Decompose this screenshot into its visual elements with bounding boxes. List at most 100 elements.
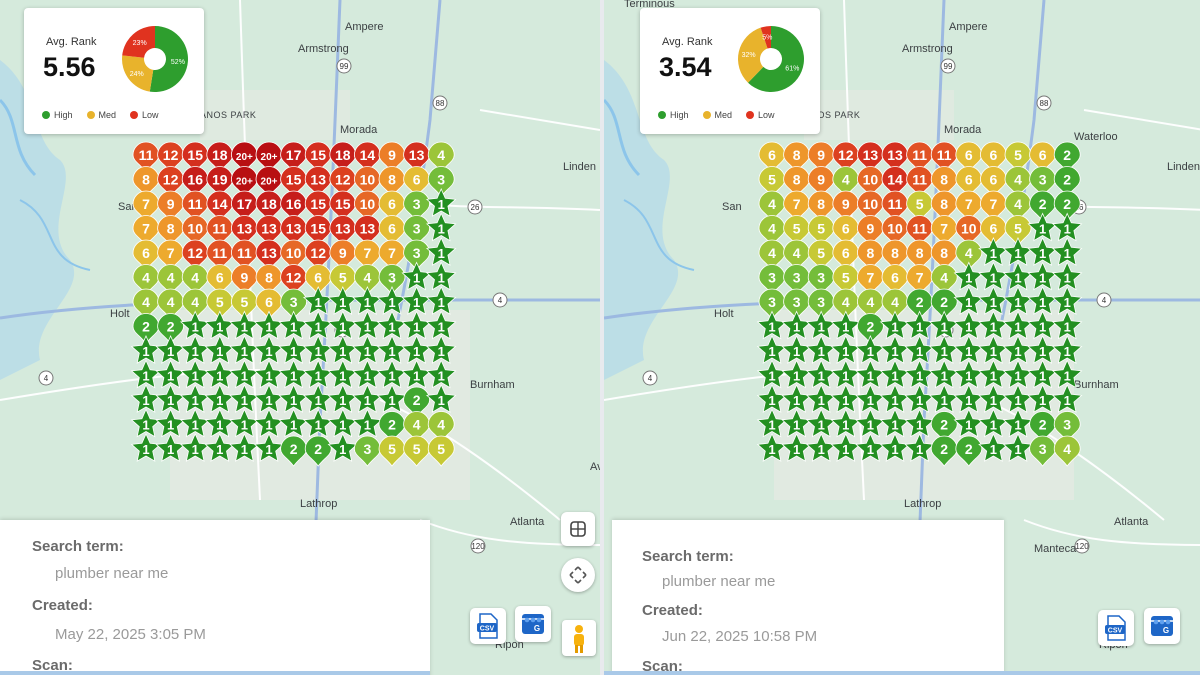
- rank-pin[interactable]: 14: [206, 190, 234, 222]
- rank-pin[interactable]: 2: [1053, 190, 1081, 222]
- rank-pin[interactable]: 12: [329, 166, 357, 198]
- rank-pin[interactable]: 1: [904, 408, 935, 438]
- rank-pin[interactable]: 15: [329, 190, 357, 222]
- rank-pin[interactable]: 2: [955, 435, 983, 467]
- rank-pin[interactable]: 2: [930, 411, 958, 443]
- rank-pin[interactable]: 3: [1053, 411, 1081, 443]
- rank-pin[interactable]: 1: [425, 212, 457, 242]
- rank-pin[interactable]: 3: [403, 215, 431, 247]
- rank-pin[interactable]: 1: [425, 310, 457, 340]
- rank-pin[interactable]: 1: [425, 261, 457, 291]
- rank-pin[interactable]: 2: [304, 435, 332, 467]
- rank-pin[interactable]: 3: [427, 166, 455, 198]
- rank-pin[interactable]: 1: [1051, 237, 1083, 266]
- street-view-button[interactable]: [562, 620, 596, 656]
- rank-pin[interactable]: 1: [425, 384, 457, 413]
- rank-pin[interactable]: 13: [403, 141, 431, 173]
- rank-pin[interactable]: 12: [832, 141, 860, 173]
- svg-text:13: 13: [237, 221, 253, 237]
- rank-pin[interactable]: 2: [1053, 141, 1081, 173]
- rank-pin[interactable]: 11: [881, 190, 909, 222]
- rank-pin[interactable]: 1: [1002, 408, 1034, 438]
- rank-pin[interactable]: 13: [255, 215, 283, 247]
- recenter-button[interactable]: [561, 558, 595, 592]
- rank-pin[interactable]: 13: [280, 215, 308, 247]
- rank-pin[interactable]: 11: [906, 141, 934, 173]
- rank-pin[interactable]: 1: [1051, 212, 1083, 242]
- rank-pin[interactable]: 11: [206, 215, 234, 247]
- rank-pin[interactable]: 12: [304, 239, 332, 271]
- rank-pin[interactable]: 1: [376, 384, 408, 413]
- rank-pin[interactable]: 1: [253, 433, 285, 462]
- rank-pin[interactable]: 2: [1053, 166, 1081, 198]
- rank-pin[interactable]: 1: [352, 408, 383, 438]
- donut-slice: [748, 26, 804, 92]
- rank-pin[interactable]: 1: [425, 286, 457, 315]
- rank-pin[interactable]: 18: [206, 141, 234, 173]
- rank-pin[interactable]: 11: [181, 190, 209, 222]
- rank-pin[interactable]: 17: [230, 190, 258, 222]
- rank-pin[interactable]: 1: [830, 310, 862, 340]
- rank-pin[interactable]: 2: [403, 386, 431, 418]
- rank-pin[interactable]: 4: [427, 411, 455, 443]
- rank-pin[interactable]: 15: [280, 166, 308, 198]
- rank-pin[interactable]: 18: [255, 190, 283, 222]
- rank-pin[interactable]: 10: [353, 166, 381, 198]
- rank-pin[interactable]: 1: [1051, 261, 1083, 291]
- rank-pin[interactable]: 4: [1053, 435, 1081, 467]
- rank-pin[interactable]: 3: [403, 239, 431, 271]
- rank-pin[interactable]: 5: [427, 435, 455, 467]
- rank-pin[interactable]: 11: [906, 215, 934, 247]
- rank-pin[interactable]: 4: [930, 264, 958, 296]
- rank-pin[interactable]: 1: [1002, 433, 1034, 462]
- rank-pin[interactable]: 2: [856, 313, 884, 345]
- rank-pin[interactable]: 13: [329, 215, 357, 247]
- rank-pin[interactable]: 15: [304, 215, 332, 247]
- rank-pin[interactable]: 1: [1051, 286, 1083, 315]
- rank-pin[interactable]: 1: [425, 237, 457, 266]
- rank-pin[interactable]: 12: [280, 264, 308, 296]
- rank-pin[interactable]: 1: [1051, 384, 1083, 413]
- rank-pin[interactable]: 1: [425, 359, 457, 389]
- rank-pin[interactable]: 10: [353, 190, 381, 222]
- rank-pin[interactable]: 12: [157, 141, 185, 173]
- export-csv-button[interactable]: CSV: [470, 608, 506, 644]
- export-gbp-button[interactable]: G: [515, 606, 551, 642]
- svg-text:3: 3: [413, 245, 421, 261]
- rank-pin[interactable]: 1: [327, 433, 359, 462]
- rank-pin[interactable]: 10: [856, 166, 884, 198]
- export-csv-button[interactable]: CSV: [1098, 610, 1134, 646]
- rank-pin[interactable]: 10: [955, 215, 983, 247]
- rank-pin[interactable]: 14: [881, 166, 909, 198]
- rank-pin[interactable]: 1: [425, 335, 457, 364]
- rank-pin[interactable]: 2: [930, 288, 958, 320]
- rank-pin[interactable]: 1: [1051, 335, 1083, 364]
- rank-pin[interactable]: 4: [427, 141, 455, 173]
- rank-pin[interactable]: 13: [856, 141, 884, 173]
- rank-pin[interactable]: 13: [304, 166, 332, 198]
- rank-pin[interactable]: 3: [280, 288, 308, 320]
- rank-pin[interactable]: 4: [955, 239, 983, 271]
- rank-pin[interactable]: 2: [157, 313, 185, 345]
- rank-pin[interactable]: 11: [206, 239, 234, 271]
- fullscreen-button[interactable]: [561, 512, 595, 546]
- rank-pin[interactable]: 10: [181, 215, 209, 247]
- rank-pin[interactable]: 5: [1004, 215, 1032, 247]
- rank-pin[interactable]: 1: [904, 433, 935, 462]
- rank-pin[interactable]: 15: [304, 190, 332, 222]
- rank-pin[interactable]: 12: [181, 239, 209, 271]
- rank-pin[interactable]: 1: [425, 188, 457, 217]
- svg-text:8: 8: [940, 245, 948, 261]
- rank-pin[interactable]: 10: [881, 215, 909, 247]
- rank-pin[interactable]: 11: [930, 141, 958, 173]
- rank-pin[interactable]: 12: [157, 166, 185, 198]
- rank-pin[interactable]: 16: [280, 190, 308, 222]
- rank-pin[interactable]: 13: [353, 215, 381, 247]
- rank-pin[interactable]: 1: [1051, 359, 1083, 389]
- rank-pin[interactable]: 1: [1051, 310, 1083, 340]
- rank-pin[interactable]: 11: [230, 239, 258, 271]
- rank-pin[interactable]: 15: [181, 141, 209, 173]
- rank-pin[interactable]: 3: [403, 190, 431, 222]
- rank-pin[interactable]: 3: [378, 264, 406, 296]
- export-gbp-button[interactable]: G: [1144, 608, 1180, 644]
